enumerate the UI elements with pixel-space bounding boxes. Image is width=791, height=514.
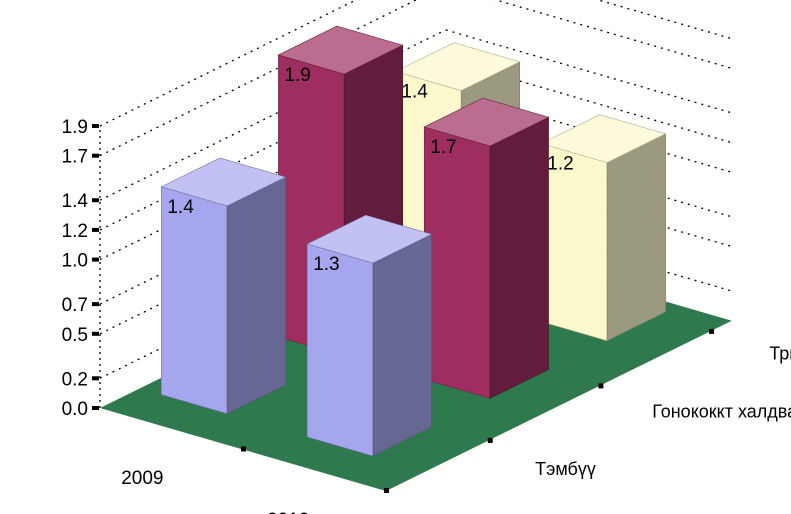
gridline-depth (99, 0, 358, 127)
bar-top-face (277, 25, 404, 75)
gridline-depth (99, 207, 447, 379)
y-tick-label: 0.2 (62, 369, 88, 390)
depth-tick-mark (598, 383, 604, 389)
depth-series-label: Трихомониаз (769, 344, 791, 364)
bar (540, 114, 667, 342)
bar-value-label: 1.4 (401, 82, 428, 103)
y-tick-mark (92, 257, 99, 262)
bar-value-label: 1.4 (167, 197, 194, 218)
bar (306, 214, 433, 457)
bar-side-face (372, 233, 432, 457)
bars (160, 25, 667, 457)
y-tick-label: 0.5 (62, 325, 88, 346)
gridline-back (596, 0, 732, 40)
bar-value-label: 1.9 (284, 65, 310, 86)
y-tick-label: 1.9 (62, 117, 88, 138)
y-tick-mark (92, 124, 99, 128)
y-tick-mark (92, 198, 99, 203)
x-tick-mark (384, 488, 389, 493)
gridline-depth (99, 59, 447, 231)
bar (423, 97, 550, 399)
bar-value-label: 1.3 (313, 254, 339, 275)
y-tick-mark (92, 406, 99, 410)
bar-front-face (161, 186, 228, 415)
y-tick-label: 1.7 (62, 147, 88, 168)
bar-top-face (394, 42, 521, 91)
bar-top-face (540, 114, 667, 163)
y-tick-mark (92, 331, 99, 336)
x-tick-mark (241, 446, 246, 452)
bar-front-face (306, 243, 374, 457)
y-tick-mark (92, 227, 99, 232)
bar-top-face (423, 97, 550, 147)
gridline-depth (99, 88, 447, 261)
depth-tick-mark (709, 328, 715, 334)
gridline-depth (99, 162, 447, 335)
bar-front-face (423, 126, 491, 399)
y-tick-mark (92, 376, 99, 381)
depth-tick-mark (487, 437, 493, 443)
y-tick-mark (92, 302, 99, 307)
depth-series-label: Гонококкт халдвар (652, 401, 791, 421)
y-tick-mark (92, 153, 99, 158)
y-tick-label: 1.4 (62, 191, 89, 212)
y-tick-label: 0.0 (62, 399, 88, 420)
labels: 0.0 0.2 0.5 0.7 1.0 1.2 1.4 1.7 1.9 1.2 1.4 1.7 1.9 1… (62, 65, 791, 514)
bar-top-face (306, 214, 433, 264)
depth-series-label: Тэмбүү (535, 459, 596, 479)
gridline-back (493, 0, 732, 70)
x-category-label: 2010 (267, 510, 309, 514)
bar-top-face (160, 157, 287, 207)
x-category-label: 2009 (121, 468, 163, 489)
y-tick-label: 0.7 (62, 295, 88, 316)
gridline-back (445, 29, 732, 114)
gridline-depth (99, 29, 447, 201)
bar-value-label: 1.2 (547, 154, 573, 175)
axes (92, 124, 715, 493)
y-tick-label: 1.0 (62, 251, 88, 272)
bar (160, 157, 287, 415)
bar-side-face (489, 116, 549, 399)
y-tick-label: 1.2 (62, 221, 88, 242)
gridline-depth (99, 0, 418, 157)
bar-side-face (606, 133, 666, 342)
bar-value-label: 1.7 (430, 137, 456, 158)
gridline-depth (99, 133, 447, 305)
bar-side-face (226, 176, 286, 415)
